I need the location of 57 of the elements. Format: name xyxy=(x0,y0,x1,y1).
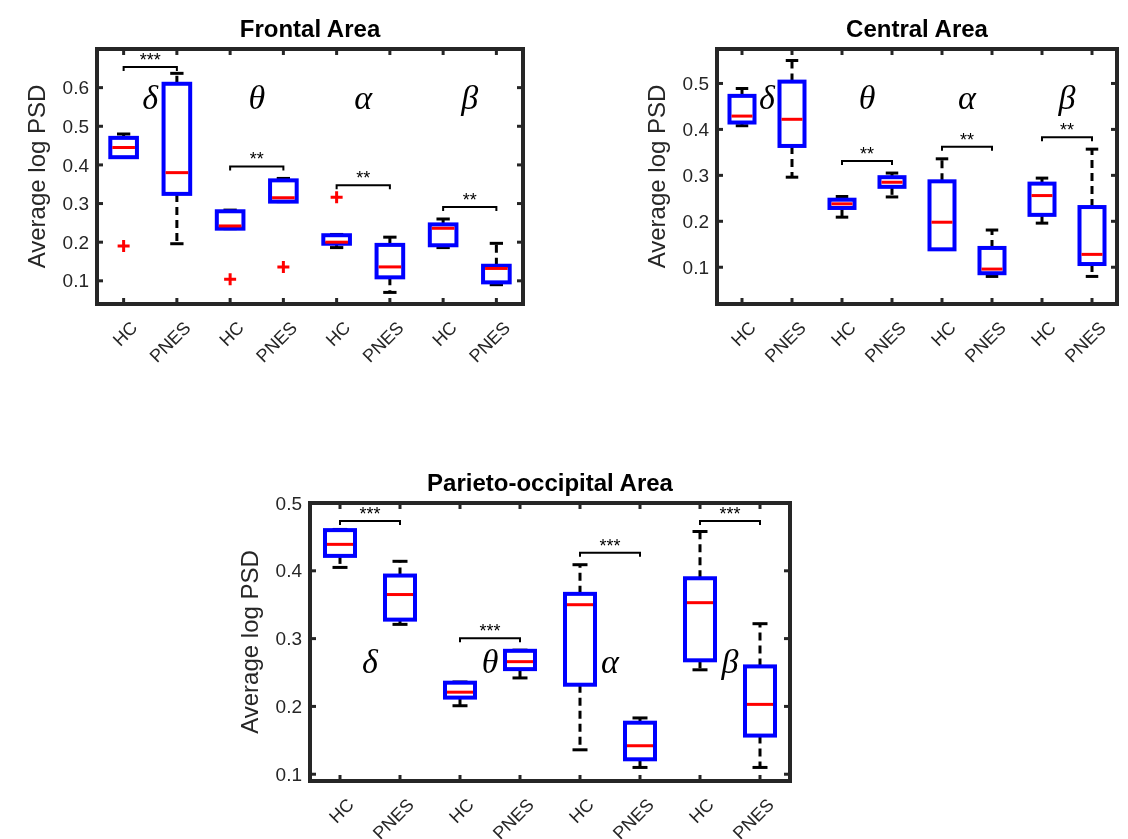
annotation: θ xyxy=(248,79,266,117)
annotation: β xyxy=(720,642,739,680)
annotation: ** xyxy=(859,144,875,165)
y-tick-label: 0.6 xyxy=(62,77,89,99)
x-tick-label: HC xyxy=(428,317,461,351)
y-tick-label: 0.1 xyxy=(62,270,89,292)
y-tick-label: 0.5 xyxy=(62,115,89,137)
annotation: *** xyxy=(359,504,381,524)
x-tick-label: HC xyxy=(827,317,860,351)
y-tick-label: 0.2 xyxy=(275,696,302,718)
y-tick-label: 0.3 xyxy=(275,628,302,650)
annotation: δ xyxy=(362,642,380,680)
annotation: *** xyxy=(599,535,621,556)
annotation: θ xyxy=(858,79,876,117)
annotation: α xyxy=(354,79,374,117)
annotation: *** xyxy=(719,504,741,524)
annotation: ** xyxy=(356,168,371,189)
y-tick-label: 0.5 xyxy=(275,492,302,514)
annotation: α xyxy=(601,642,621,680)
y-tick-label: 0.2 xyxy=(682,210,709,232)
y-tick-label: 0.2 xyxy=(62,231,89,253)
x-tick-label: HC xyxy=(685,794,718,828)
x-tick-label: HC xyxy=(321,317,355,351)
chart-title: Central Area xyxy=(846,15,989,42)
x-tick-label: HC xyxy=(215,317,248,351)
annotation: β xyxy=(460,79,479,117)
annotation: α xyxy=(958,79,978,117)
annotation: ** xyxy=(249,149,264,170)
y-axis-title: Average log PSD xyxy=(23,84,50,269)
chart-title: Parieto-occipital Area xyxy=(427,469,674,496)
x-tick-label: HC xyxy=(325,794,358,828)
annotation: *** xyxy=(139,50,161,70)
y-axis-title: Average log PSD xyxy=(643,84,670,269)
annotation: θ xyxy=(481,642,499,680)
x-tick-label: HC xyxy=(445,794,478,828)
annotation: ** xyxy=(462,190,477,210)
annotation: ** xyxy=(959,129,975,150)
annotation: β xyxy=(1057,79,1076,117)
annotation: ** xyxy=(1059,120,1075,141)
annotation: *** xyxy=(479,621,501,642)
x-tick-label: HC xyxy=(927,317,960,351)
x-tick-label: HC xyxy=(108,317,142,351)
y-tick-label: 0.3 xyxy=(62,193,89,215)
y-tick-label: 0.4 xyxy=(62,154,90,176)
y-tick-label: 0.3 xyxy=(682,165,709,186)
y-tick-label: 0.1 xyxy=(275,763,302,785)
y-tick-label: 0.4 xyxy=(275,560,303,582)
y-tick-label: 0.5 xyxy=(682,73,709,95)
x-tick-label: HC xyxy=(1027,317,1060,351)
y-tick-label: 0.4 xyxy=(682,119,710,141)
chart-title: Frontal Area xyxy=(239,15,381,42)
annotation: δ xyxy=(759,79,777,117)
y-tick-label: 0.1 xyxy=(682,256,709,278)
annotation: δ xyxy=(142,79,160,117)
x-tick-label: HC xyxy=(727,317,760,351)
x-tick-label: HC xyxy=(565,794,598,828)
y-axis-title: Average log PSD xyxy=(236,550,263,734)
